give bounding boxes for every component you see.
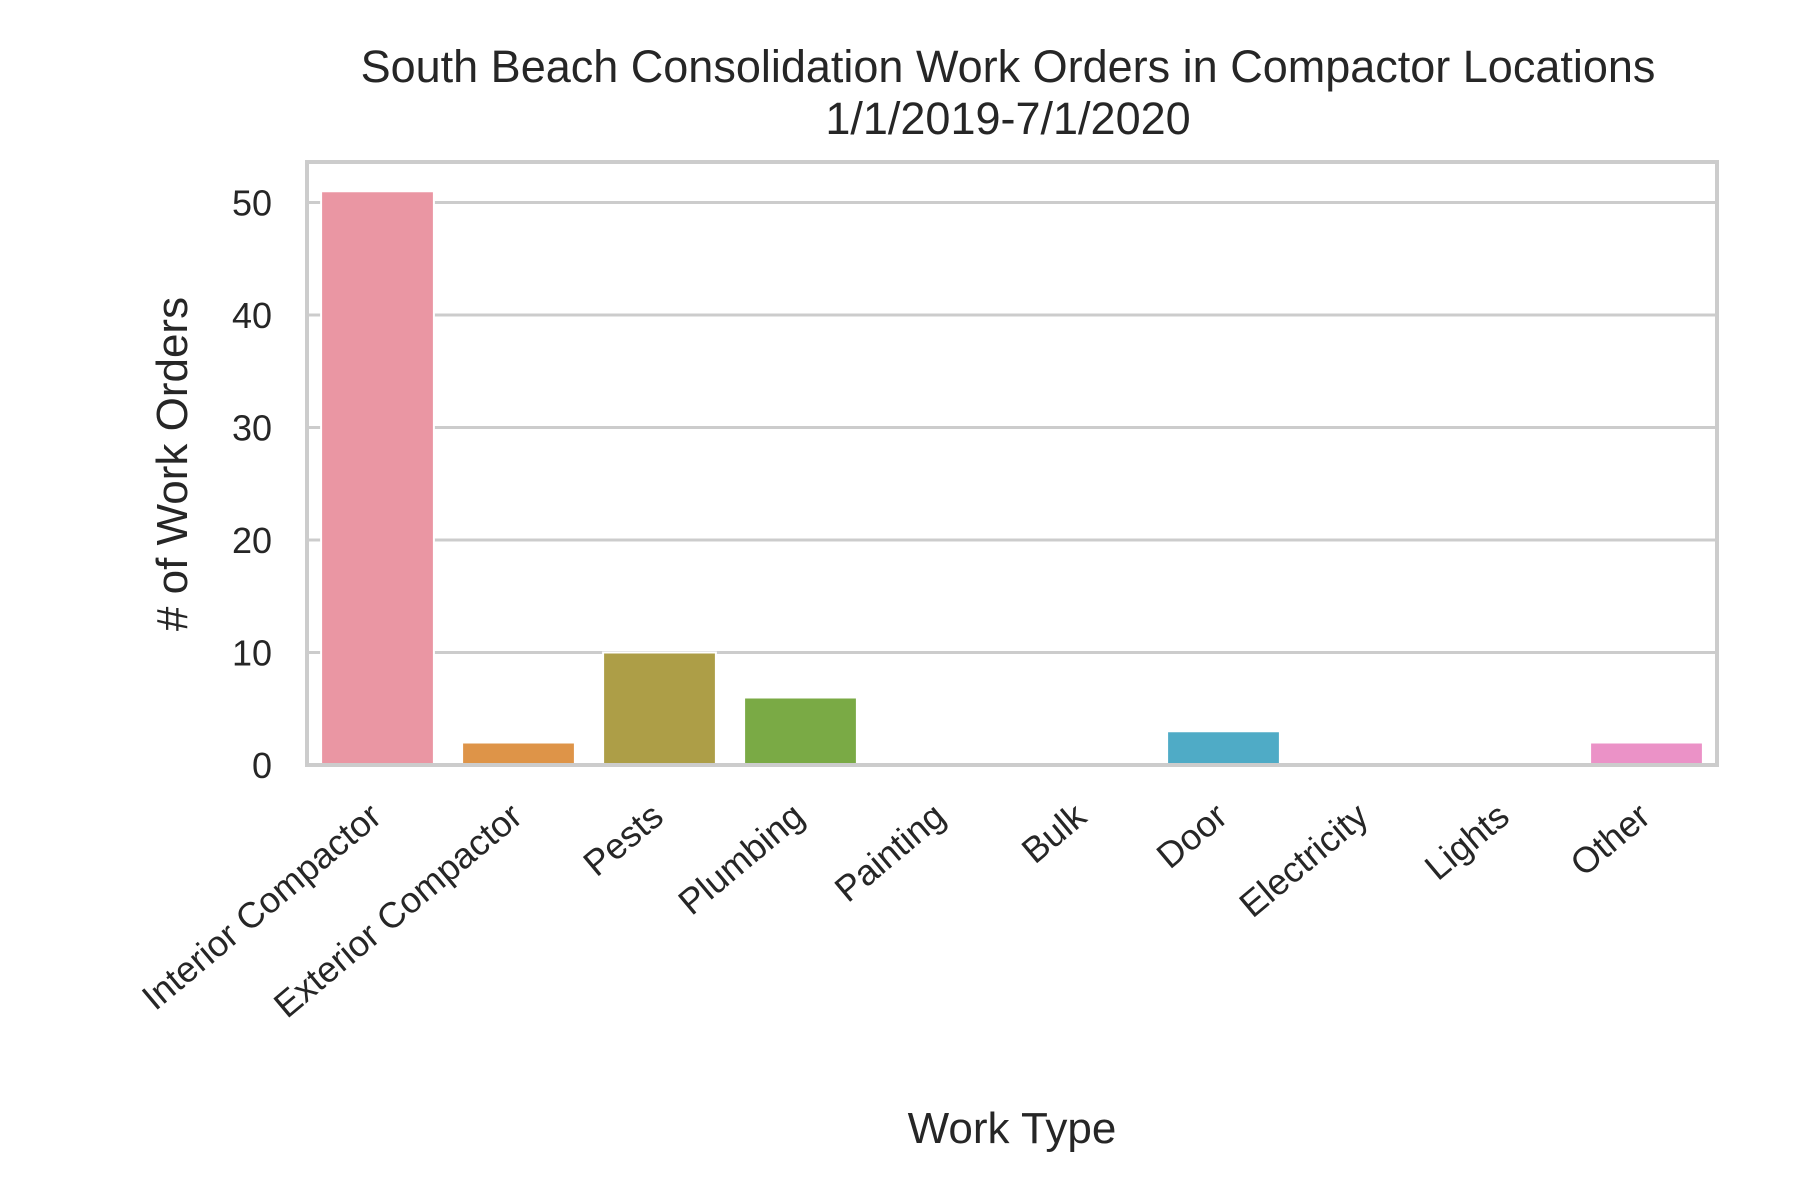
x-tick-label: Electricity xyxy=(1231,795,1375,925)
bar-door xyxy=(1166,730,1281,766)
bar-other xyxy=(1589,741,1704,766)
y-tick-label: 10 xyxy=(232,633,272,674)
x-tick-label: Interior Compactor xyxy=(134,795,389,1018)
x-axis-label: Work Type xyxy=(908,1104,1117,1153)
y-axis-label: # of Work Orders xyxy=(148,297,197,631)
bar-interior-compactor xyxy=(320,190,435,766)
x-tick-label: Painting xyxy=(827,795,953,910)
chart-subtitle: 1/1/2019-7/1/2020 xyxy=(825,93,1190,144)
x-tick-label: Exterior Compactor xyxy=(266,795,530,1026)
bar-pests xyxy=(602,651,717,766)
plot-frame xyxy=(305,160,1719,767)
y-tick-labels: 0 10 20 30 40 50 xyxy=(232,183,272,787)
chart-title: South Beach Consolidation Work Orders in… xyxy=(361,41,1656,92)
y-tick-label: 0 xyxy=(252,745,272,786)
x-tick-label: Pests xyxy=(575,795,670,884)
x-tick-label: Door xyxy=(1149,795,1235,877)
bar-exterior-compactor xyxy=(461,741,576,766)
bar-plumbing xyxy=(743,696,858,766)
x-tick-label: Lights xyxy=(1417,795,1517,888)
y-tick-label: 30 xyxy=(232,408,272,449)
x-tick-label: Plumbing xyxy=(670,795,811,923)
y-tick-label: 20 xyxy=(232,520,272,561)
y-tick-label: 50 xyxy=(232,183,272,224)
bars xyxy=(320,190,1704,766)
x-tick-label: Bulk xyxy=(1014,794,1095,871)
grid-lines xyxy=(307,201,1717,654)
x-tick-label: Other xyxy=(1562,795,1657,884)
y-tick-label: 40 xyxy=(232,295,272,336)
